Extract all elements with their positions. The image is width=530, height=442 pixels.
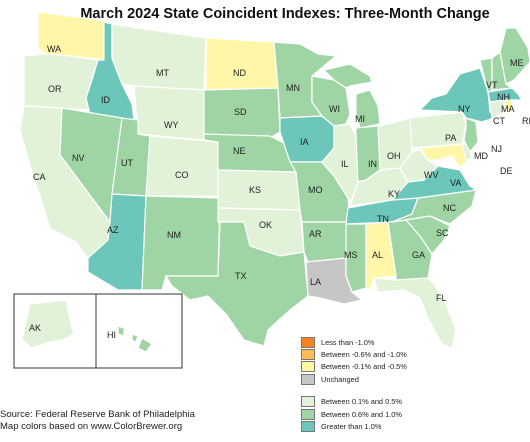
state-HI[interactable] bbox=[117, 325, 153, 353]
label-OR: OR bbox=[48, 84, 62, 94]
label-TX: TX bbox=[235, 271, 247, 281]
label-NM: NM bbox=[167, 230, 181, 240]
legend-swatch bbox=[301, 336, 315, 348]
legend-item-lt-neg1: Less than -1.0% bbox=[301, 336, 433, 348]
label-AR: AR bbox=[309, 229, 322, 239]
label-NJ: NJ bbox=[491, 144, 502, 154]
legend-label: Between 0.6% and 1.0% bbox=[321, 409, 402, 419]
state-SD[interactable] bbox=[203, 87, 281, 139]
inset-frames bbox=[13, 293, 183, 369]
label-NV: NV bbox=[72, 153, 85, 163]
label-HI: HI bbox=[107, 330, 116, 340]
legend-item-neg06-neg10: Between -0.6% and -1.0% bbox=[301, 348, 433, 361]
label-AZ: AZ bbox=[107, 225, 119, 235]
label-MA: MA bbox=[501, 104, 515, 114]
label-VT: VT bbox=[486, 80, 498, 90]
label-IA: IA bbox=[300, 137, 309, 147]
label-SD: SD bbox=[234, 107, 247, 117]
label-MD: MD bbox=[474, 151, 488, 161]
label-MO: MO bbox=[308, 185, 323, 195]
label-CA: CA bbox=[33, 172, 46, 182]
label-UT: UT bbox=[121, 158, 133, 168]
label-AL: AL bbox=[372, 250, 383, 260]
state-MI[interactable] bbox=[323, 63, 381, 129]
state-MA[interactable] bbox=[487, 87, 523, 103]
state-PA[interactable] bbox=[409, 111, 467, 149]
state-NJ[interactable] bbox=[463, 117, 479, 153]
label-PA: PA bbox=[445, 133, 456, 143]
legend-item-neg01-neg05: Between -0.1% and -0.5% bbox=[301, 361, 433, 373]
label-DE: DE bbox=[500, 166, 513, 176]
source-line: Source: Federal Reserve Bank of Philadel… bbox=[0, 409, 195, 420]
label-MT: MT bbox=[156, 68, 169, 78]
legend-label: Unchanged bbox=[321, 374, 359, 384]
label-FL: FL bbox=[436, 293, 447, 303]
label-IL: IL bbox=[341, 159, 349, 169]
label-LA: LA bbox=[310, 277, 321, 287]
state-FL[interactable] bbox=[373, 277, 457, 349]
state-AK[interactable] bbox=[21, 299, 75, 349]
label-GA: GA bbox=[412, 250, 425, 260]
legend-swatch bbox=[301, 361, 315, 373]
state-WY[interactable] bbox=[133, 85, 205, 141]
legend-label: Between -0.1% and -0.5% bbox=[321, 362, 407, 372]
label-KS: KS bbox=[249, 185, 261, 195]
colorbrewer-credit: Map colors based on www.ColorBrewer.org bbox=[0, 420, 183, 432]
label-MN: MN bbox=[286, 83, 300, 93]
state-NY[interactable] bbox=[419, 67, 501, 123]
state-ME[interactable] bbox=[499, 27, 530, 85]
label-NE: NE bbox=[233, 146, 246, 156]
label-OK: OK bbox=[259, 220, 272, 230]
label-WV: WV bbox=[424, 170, 439, 180]
label-MI: MI bbox=[355, 114, 365, 124]
state-NH[interactable] bbox=[491, 51, 513, 91]
legend-label: Greater than 1.0% bbox=[321, 422, 382, 432]
label-WI: WI bbox=[329, 104, 340, 114]
label-WA: WA bbox=[47, 44, 61, 54]
legend-item-p06-p10: Between 0.6% and 1.0% bbox=[301, 408, 433, 420]
label-SC: SC bbox=[436, 228, 449, 238]
state-IL[interactable] bbox=[321, 123, 359, 201]
label-ME: ME bbox=[510, 58, 524, 68]
state-AR[interactable] bbox=[301, 221, 349, 263]
state-TX[interactable] bbox=[165, 221, 309, 347]
legend: Less than -1.0% Between -0.6% and -1.0% … bbox=[301, 336, 433, 433]
state-WV[interactable] bbox=[399, 149, 439, 183]
label-AK: AK bbox=[29, 323, 41, 333]
state-ND[interactable] bbox=[205, 37, 279, 91]
label-NH: NH bbox=[497, 92, 510, 102]
legend-swatch bbox=[301, 349, 315, 361]
legend-swatch bbox=[301, 373, 315, 385]
label-NC: NC bbox=[443, 203, 456, 213]
map-title: March 2024 State Coincident Indexes: Thr… bbox=[80, 6, 490, 22]
label-CT: CT bbox=[493, 116, 505, 126]
source-note: Source: Federal Reserve Bank of Philadel… bbox=[0, 409, 195, 432]
legend-swatch bbox=[301, 421, 315, 433]
label-VA: VA bbox=[450, 178, 461, 188]
label-NY: NY bbox=[458, 104, 471, 114]
legend-label: Less than -1.0% bbox=[321, 337, 375, 347]
label-CO: CO bbox=[175, 170, 189, 180]
legend-item-gt-p10: Greater than 1.0% bbox=[301, 420, 433, 433]
label-ID: ID bbox=[101, 95, 111, 105]
label-ND: ND bbox=[233, 68, 246, 78]
label-TN: TN bbox=[377, 214, 389, 224]
label-WY: WY bbox=[164, 120, 179, 130]
label-RI: RI bbox=[522, 116, 530, 126]
legend-label: Between -0.6% and -1.0% bbox=[321, 350, 407, 360]
state-CO[interactable] bbox=[145, 135, 219, 197]
legend-label: Between 0.1% and 0.5% bbox=[321, 397, 402, 407]
legend-swatch bbox=[301, 396, 315, 408]
label-MS: MS bbox=[344, 250, 358, 260]
label-IN: IN bbox=[368, 159, 377, 169]
label-OH: OH bbox=[387, 151, 401, 161]
label-KY: KY bbox=[388, 189, 400, 199]
legend-swatch bbox=[301, 408, 315, 420]
state-MT[interactable] bbox=[111, 23, 207, 91]
legend-item-p01-p05: Between 0.1% and 0.5% bbox=[301, 396, 433, 408]
legend-item-unchanged: Unchanged bbox=[301, 373, 433, 385]
